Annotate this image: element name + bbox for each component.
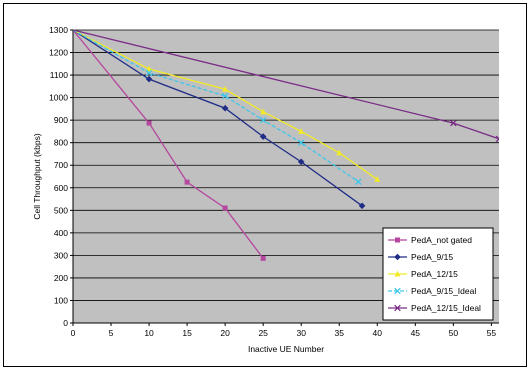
series-peda-9-15-ideal <box>73 30 362 185</box>
data-point-peda-9-15 <box>221 104 229 112</box>
legend: PedA_not gated PedA_9/15 PedA_12/15 PedA_9/… <box>382 227 494 321</box>
y-tick-label: 1200 <box>49 48 68 58</box>
legend-item-peda-9-15: PedA_9/15 <box>388 252 453 262</box>
legend-marker <box>394 287 401 295</box>
legend-label: PedA_12/15 <box>411 269 458 279</box>
x-tick-label: 10 <box>144 328 154 338</box>
y-tick-label: 200 <box>54 273 68 283</box>
data-point-peda-not-gated <box>260 255 266 261</box>
series-peda-9-15 <box>73 30 366 210</box>
axes <box>72 30 499 324</box>
legend-marker <box>395 237 400 243</box>
y-tick-label: 1300 <box>49 25 68 35</box>
y-tick-label: 800 <box>54 138 68 148</box>
y-tick-label: 0 <box>63 318 68 328</box>
legend-label: PedA_9/15 <box>411 252 453 262</box>
data-point-peda-12-15 <box>222 85 229 92</box>
series-peda-12-15-ideal <box>73 30 499 143</box>
data-point-peda-9-15-ideal <box>259 116 267 124</box>
series-layer <box>73 30 499 261</box>
data-point-peda-9-15-ideal <box>297 139 305 146</box>
data-point-peda-9-15 <box>145 75 153 83</box>
y-axis-label: Cell Throughput (kbps) <box>32 133 42 219</box>
x-tick-label: 25 <box>258 328 268 338</box>
legend-marker <box>394 270 401 277</box>
series-line-peda-9-15-ideal <box>73 30 359 183</box>
x-tick-label: 0 <box>71 328 76 338</box>
data-point-peda-not-gated <box>222 205 228 211</box>
data-point-peda-12-15 <box>298 128 305 134</box>
data-point-peda-9-15-ideal <box>145 69 153 77</box>
legend-marker <box>394 304 401 312</box>
series-peda-12-15 <box>73 30 381 182</box>
data-point-peda-12-15 <box>374 176 381 182</box>
x-tick-label: 50 <box>449 328 459 338</box>
y-tick-label: 1000 <box>49 93 68 103</box>
data-point-peda-12-15 <box>260 108 267 115</box>
data-point-peda-12-15 <box>336 149 343 156</box>
y-tick-label: 300 <box>54 250 68 260</box>
data-point-peda-9-15-ideal <box>221 92 229 100</box>
data-point-peda-not-gated <box>146 120 152 126</box>
y-tick-label: 500 <box>54 205 68 215</box>
data-point-peda-9-15-ideal <box>355 178 362 185</box>
data-point-peda-9-15 <box>297 158 305 166</box>
x-tick-label: 30 <box>296 328 306 338</box>
x-axis-label: Inactive UE Number <box>248 344 324 354</box>
legend-item-peda-12-15: PedA_12/15 <box>388 269 458 279</box>
y-tick-label: 600 <box>54 183 68 193</box>
data-point-peda-9-15 <box>259 133 267 140</box>
y-tick-label: 1100 <box>50 70 69 80</box>
series-line-peda-9-15 <box>73 30 363 207</box>
x-axis-ticks: 0 5 10 15 20 25 30 35 40 45 50 55 <box>71 323 497 338</box>
y-tick-label: 700 <box>54 160 68 170</box>
data-point-peda-12-15-ideal <box>495 135 499 143</box>
y-tick-label: 400 <box>54 228 68 238</box>
legend-item-peda-not-gated: PedA_not gated <box>388 235 472 245</box>
x-tick-label: 15 <box>182 328 192 338</box>
legend-label: PedA_not gated <box>411 235 472 245</box>
legend-marker <box>394 253 401 261</box>
legend-item-peda-12-15-ideal: PedA_12/15_Ideal <box>388 303 481 313</box>
data-point-peda-9-15 <box>358 202 366 210</box>
x-tick-label: 55 <box>487 328 497 338</box>
x-tick-label: 5 <box>109 328 114 338</box>
data-point-peda-not-gated <box>184 179 190 185</box>
x-tick-label: 40 <box>373 328 383 338</box>
x-tick-label: 35 <box>335 328 345 338</box>
series-peda-not-gated <box>73 30 266 261</box>
legend-label: PedA_9/15_Ideal <box>411 286 476 296</box>
y-axis-ticks: 0 100 200 300 400 500 600 700 800 900 1000 1100 1200… <box>49 25 73 328</box>
data-point-peda-12-15-ideal <box>450 119 457 127</box>
x-tick-label: 45 <box>411 328 421 338</box>
data-point-peda-12-15 <box>146 65 153 72</box>
x-tick-label: 20 <box>220 328 230 338</box>
y-tick-label: 900 <box>54 115 68 125</box>
legend-item-peda-9-15-ideal: PedA_9/15_Ideal <box>388 286 476 296</box>
y-tick-label: 100 <box>54 295 68 305</box>
legend-label: PedA_12/15_Ideal <box>411 303 481 313</box>
